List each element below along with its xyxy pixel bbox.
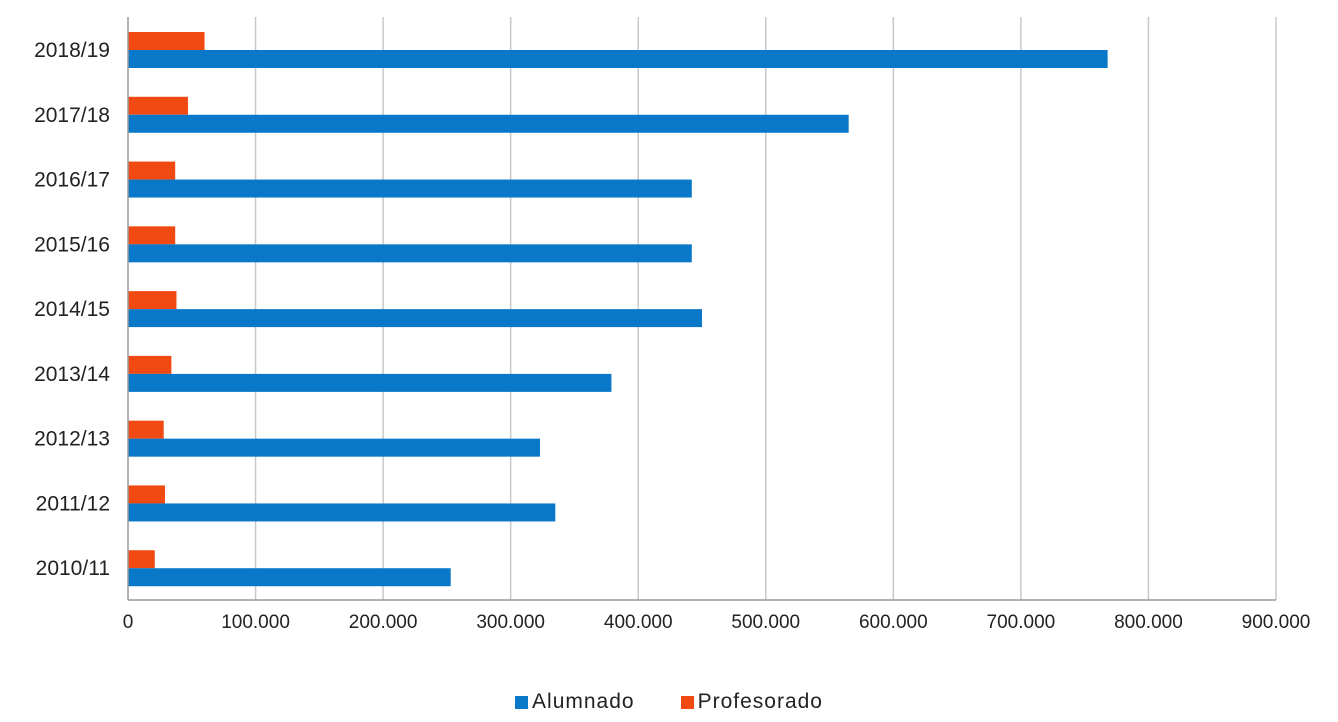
category-label: 2012/13 (34, 428, 110, 451)
category-label: 2011/12 (36, 492, 110, 515)
bar-alumnado (128, 373, 612, 392)
category-label: 2015/16 (34, 233, 110, 256)
x-tick-label: 900.000 (1242, 612, 1311, 633)
x-tick-label: 300.000 (476, 612, 545, 633)
bar-profesorado (128, 550, 155, 569)
legend-label-profesorado: Profesorado (697, 690, 823, 713)
bar-alumnado (128, 114, 849, 133)
x-tick-label: 0 (123, 612, 134, 633)
bar-alumnado (128, 179, 692, 198)
category-label: 2018/19 (34, 39, 110, 62)
bar-profesorado (128, 485, 165, 504)
bar-profesorado (128, 96, 188, 115)
x-tick-label: 700.000 (987, 612, 1056, 633)
x-tick-label: 800.000 (1114, 612, 1183, 633)
category-labels: 2018/19 2017/18 2016/17 2015/16 2014/15 2013/… (34, 39, 110, 580)
x-tick-labels: 0 100.000 200.000 300.000 400.000 500.000 600.… (123, 612, 1311, 633)
category-label: 2014/15 (34, 298, 110, 321)
x-tick-label: 600.000 (859, 612, 928, 633)
category-label: 2016/17 (34, 169, 110, 192)
bar-alumnado (128, 438, 541, 457)
gridlines (254, 17, 1277, 600)
legend-item-alumnado: Alumnado (515, 690, 635, 714)
legend-swatch-profesorado (680, 695, 694, 709)
bars (128, 32, 1108, 587)
bar-profesorado (128, 161, 176, 180)
x-tick-label: 500.000 (731, 612, 800, 633)
bar-profesorado (128, 355, 172, 374)
bar-alumnado (128, 503, 556, 522)
bar-alumnado (128, 568, 451, 587)
legend-swatch-alumnado (515, 695, 529, 709)
chart: 0 100.000 200.000 300.000 400.000 500.000 600.… (34, 17, 1311, 633)
bar-alumnado (128, 244, 692, 263)
legend: Alumnado Profesorado (0, 690, 1338, 714)
bar-profesorado (128, 420, 164, 439)
bar-alumnado (128, 50, 1108, 68)
category-label: 2010/11 (36, 557, 110, 580)
bar-profesorado (128, 32, 205, 50)
x-tick-label: 100.000 (221, 612, 290, 633)
bar-profesorado (128, 226, 176, 245)
category-label: 2013/14 (34, 363, 110, 386)
bar-profesorado (128, 291, 177, 310)
bar-alumnado (128, 309, 702, 328)
x-tick-label: 200.000 (349, 612, 418, 633)
axes (127, 17, 1276, 601)
legend-label-alumnado: Alumnado (532, 690, 635, 713)
x-tick-label: 400.000 (604, 612, 673, 633)
category-label: 2017/18 (34, 104, 110, 127)
legend-item-profesorado: Profesorado (680, 690, 823, 714)
